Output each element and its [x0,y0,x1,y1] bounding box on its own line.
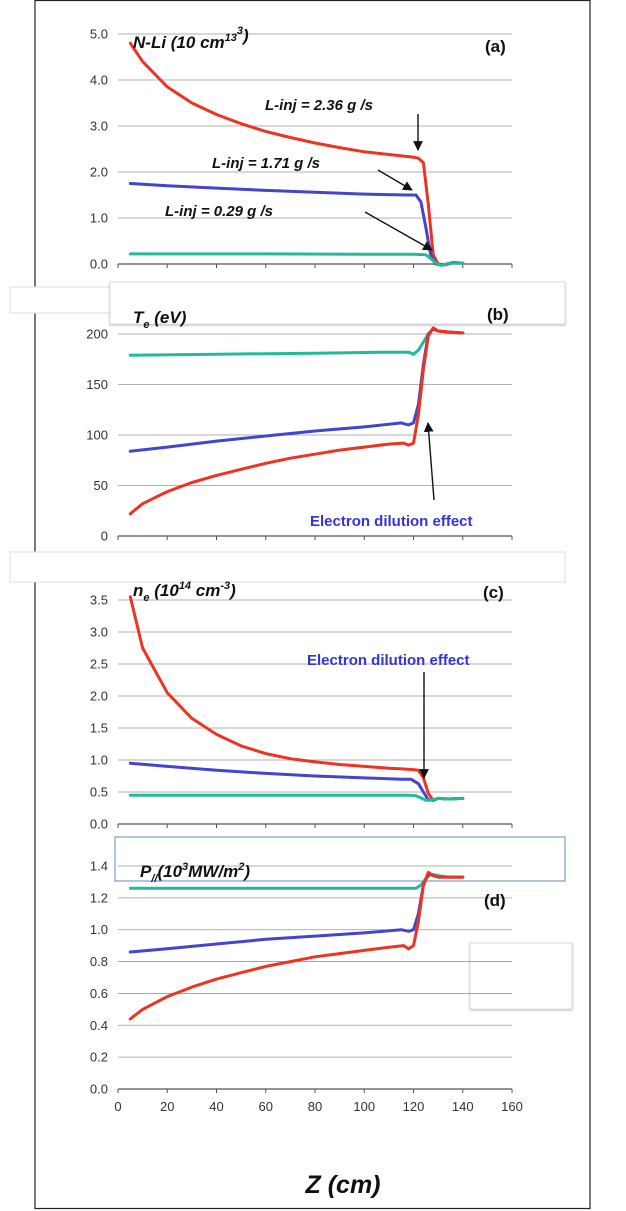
y-tick-label: 3.5 [90,593,108,608]
series-line-red [128,870,465,1021]
series-line-teal [128,793,465,802]
x-tick-label: 0 [114,1099,121,1114]
y-tick-label: 1.0 [90,922,108,937]
series-line-red [128,595,465,802]
y-tick-label: 0 [101,529,108,544]
x-tick-label: 140 [452,1099,474,1114]
y-tick-label: 3.0 [90,625,108,640]
y-tick-label: 1.4 [90,859,108,874]
overlay-box-4 [114,836,566,882]
annotation-linj-red: L-inj = 2.36 g /s [265,97,373,114]
arrow-linj-teal [364,211,433,251]
x-tick-label: 20 [160,1099,174,1114]
x-axis-label: Z (cm) [305,1171,381,1199]
y-tick-label: 0.6 [90,986,108,1001]
y-tick-label: 0.0 [90,257,108,272]
y-tick-label: 200 [86,327,108,342]
y-tick-label: 4.0 [90,73,108,88]
series-line-blue [128,327,465,453]
y-tick-label: 1.5 [90,721,108,736]
y-tick-label: 5.0 [90,27,108,42]
panel-b: 0 50 100 150 200 Te (eV) (b) [86,305,513,544]
panel-title: P//(103MW/m2) [140,861,250,885]
x-tick-label: 100 [353,1099,375,1114]
y-tick-label: 3.0 [90,119,108,134]
series-line-blue [128,872,465,954]
y-tick-label: 0.0 [90,817,108,832]
panel-title: ne (1014 cm-3) [133,580,236,604]
x-tick-label: 60 [259,1099,273,1114]
series-line-red [128,41,465,267]
annotation-dilution-b: Electron dilution effect [310,513,473,530]
y-tick-label: 0.0 [90,1082,108,1097]
annotation-linj-teal: L-inj = 0.29 g /s [165,203,273,220]
series-line-teal [128,252,465,267]
arrow-linj-blue [377,169,413,191]
panel-d: 0.0 0.2 0.4 0.6 0.8 1.0 1.2 1.4 P//(103MW/m2) (d) [90,859,513,1097]
panel-label: (c) [483,583,504,602]
annotation-dilution-c: Electron dilution effect [307,652,470,669]
x-tick-label: 40 [209,1099,223,1114]
overlay-box-2 [109,281,566,325]
overlay-box-5 [469,942,573,1010]
panel-label: (d) [484,891,506,910]
x-tick-label: 160 [501,1099,523,1114]
annotation-linj-blue: L-inj = 1.71 g /s [212,155,320,172]
overlay-box-1 [9,286,111,314]
panel-title: Te (eV) [133,308,187,331]
series-line-teal [128,327,465,357]
y-tick-label: 2.0 [90,165,108,180]
panel-label: (b) [487,305,509,324]
y-tick-label: 0.4 [90,1018,108,1033]
series-line-red [128,326,465,516]
panel-c: 0.0 0.5 1.0 1.5 2.0 2.5 3.0 3.5 ne (1014 cm-3) (c… [90,580,513,832]
y-tick-label: 2.5 [90,657,108,672]
y-tick-label: 0.8 [90,954,108,969]
x-tick-label: 80 [308,1099,322,1114]
panel-title: N-Li (10 cm133) [133,25,249,52]
y-tick-label: 1.0 [90,211,108,226]
panel-a: 0.0 1.0 2.0 3.0 4.0 5.0 N-Li (10 cm133) (a) [90,25,513,272]
y-tick-label: 1.2 [90,890,108,905]
y-tick-label: 150 [86,377,108,392]
y-tick-label: 1.0 [90,753,108,768]
y-tick-label: 2.0 [90,689,108,704]
panel-label: (a) [485,37,506,56]
y-tick-label: 0.5 [90,785,108,800]
y-tick-label: 50 [94,478,108,493]
arrow-dilution-b [423,422,435,501]
y-tick-label: 100 [86,428,108,443]
y-tick-label: 0.2 [90,1050,108,1065]
overlay-box-3 [9,551,566,583]
x-tick-label: 120 [403,1099,425,1114]
figure-frame [34,0,591,1210]
